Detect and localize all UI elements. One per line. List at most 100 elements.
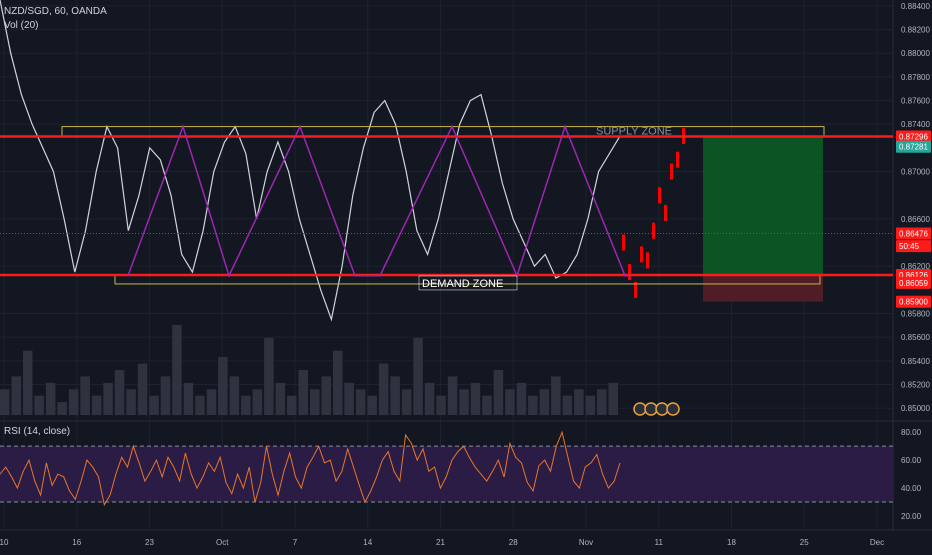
volume-bar	[597, 389, 607, 415]
pattern-zigzag-line[interactable]	[127, 124, 632, 278]
drawing-overlays[interactable]: SUPPLY ZONE DEMAND ZONE	[0, 124, 893, 302]
price-tag-label: 0.86059	[899, 279, 928, 288]
volume-bar	[321, 376, 331, 415]
rsi-indicator-label[interactable]: RSI (14, close)	[4, 426, 71, 437]
take-profit-box[interactable]	[703, 136, 823, 275]
symbol-title[interactable]: NZD/SGD, 60, OANDA	[4, 6, 107, 17]
volume-bar	[310, 389, 320, 415]
price-tag-label: 50:45	[899, 242, 920, 251]
price-tag-label: 0.86126	[899, 271, 928, 280]
time-tick-label: 28	[509, 538, 518, 547]
price-tag	[896, 240, 931, 253]
earnings-icon[interactable]	[633, 402, 647, 416]
supply-zone-label: SUPPLY ZONE	[596, 126, 672, 138]
price-tag-label: 0.87296	[899, 133, 928, 142]
rsi-tick-label: 60.00	[901, 456, 922, 465]
recent-candle	[646, 252, 649, 269]
volume-bar	[45, 382, 56, 415]
volume-bar	[367, 395, 377, 415]
volume-bar	[241, 395, 251, 415]
price-tag	[896, 276, 931, 289]
event-icons[interactable]	[633, 402, 680, 416]
volume-bar	[114, 370, 125, 415]
price-tick-label: 0.85800	[901, 310, 930, 319]
volume-bar	[229, 376, 240, 415]
time-tick-label: 21	[436, 538, 445, 547]
volume-bar	[23, 350, 33, 415]
price-tag	[896, 140, 931, 153]
volume-bar	[344, 382, 354, 415]
volume-bar	[447, 376, 458, 415]
recent-candle	[664, 204, 667, 221]
price-tick-label: 0.88000	[901, 49, 930, 58]
recent-candle	[658, 187, 661, 204]
volume-bar	[333, 350, 343, 415]
volume-bar	[574, 389, 584, 415]
volume-bar	[137, 363, 148, 415]
price-tick-label: 0.85200	[901, 381, 930, 390]
recent-candle	[640, 246, 643, 263]
volume-bar	[562, 395, 573, 415]
volume-bar	[195, 395, 205, 415]
split-icon[interactable]	[655, 402, 669, 416]
rsi-line	[0, 430, 621, 507]
volume-bar	[0, 389, 10, 415]
time-tick-label: 25	[800, 538, 809, 547]
time-tick-label: Dec	[870, 538, 884, 547]
volume-bar	[539, 389, 550, 415]
volume-bar	[493, 370, 504, 415]
volume-bar	[264, 337, 274, 415]
stop-loss-box[interactable]	[703, 274, 823, 302]
volume-bar	[298, 370, 308, 415]
time-tick-label: 7	[293, 538, 298, 547]
volume-panel	[0, 325, 618, 415]
dividend-icon[interactable]	[644, 402, 658, 416]
price-tick-label: 0.86200	[901, 262, 930, 271]
rsi-panel	[0, 430, 893, 507]
price-series-line	[0, 0, 621, 322]
volume-bar	[68, 389, 79, 415]
time-tick-label: 11	[655, 538, 664, 547]
demand-zone-label-box	[418, 275, 518, 291]
volume-bar	[482, 395, 492, 415]
volume-bar	[206, 389, 217, 415]
rsi-tick-label: 20.00	[901, 512, 922, 521]
price-tick-label: 0.86600	[901, 215, 930, 224]
volume-bar	[57, 402, 67, 415]
price-tick-label: 0.87800	[901, 73, 930, 82]
price-tag-label: 0.86476	[899, 230, 928, 239]
volume-bar	[34, 395, 44, 415]
volume-bar	[551, 376, 561, 415]
volume-bar	[103, 382, 113, 415]
time-tick-label: 10	[0, 538, 9, 547]
rsi-tick-label: 40.00	[901, 484, 922, 493]
volume-indicator-label[interactable]: Vol (20)	[4, 20, 39, 31]
news-icon[interactable]	[666, 402, 680, 416]
price-tick-label: 0.85000	[901, 404, 930, 413]
price-tick-label: 0.88200	[901, 26, 930, 35]
volume-bar	[528, 395, 538, 415]
price-tag	[896, 130, 931, 143]
volume-bar	[183, 382, 194, 415]
demand-zone-label: DEMAND ZONE	[422, 278, 503, 290]
recent-candle	[634, 281, 637, 298]
recent-candle	[676, 151, 679, 168]
price-tag-label: 0.85900	[899, 298, 928, 307]
price-tick-label: 0.88400	[901, 2, 930, 11]
time-tick-label: 23	[145, 538, 154, 547]
volume-bar	[516, 382, 527, 415]
time-tick-label: Nov	[579, 538, 593, 547]
rsi-tick-label: 80.00	[901, 428, 922, 437]
price-tick-label: 0.85400	[901, 357, 930, 366]
price-tick-label: 0.87600	[901, 97, 930, 106]
volume-bar	[252, 389, 263, 415]
volume-bar	[126, 389, 136, 415]
volume-bar	[91, 395, 102, 415]
volume-bar	[585, 395, 596, 415]
price-tag-label: 0.87281	[899, 143, 928, 152]
time-tick-label: 18	[727, 538, 736, 547]
volume-bar	[436, 395, 446, 415]
